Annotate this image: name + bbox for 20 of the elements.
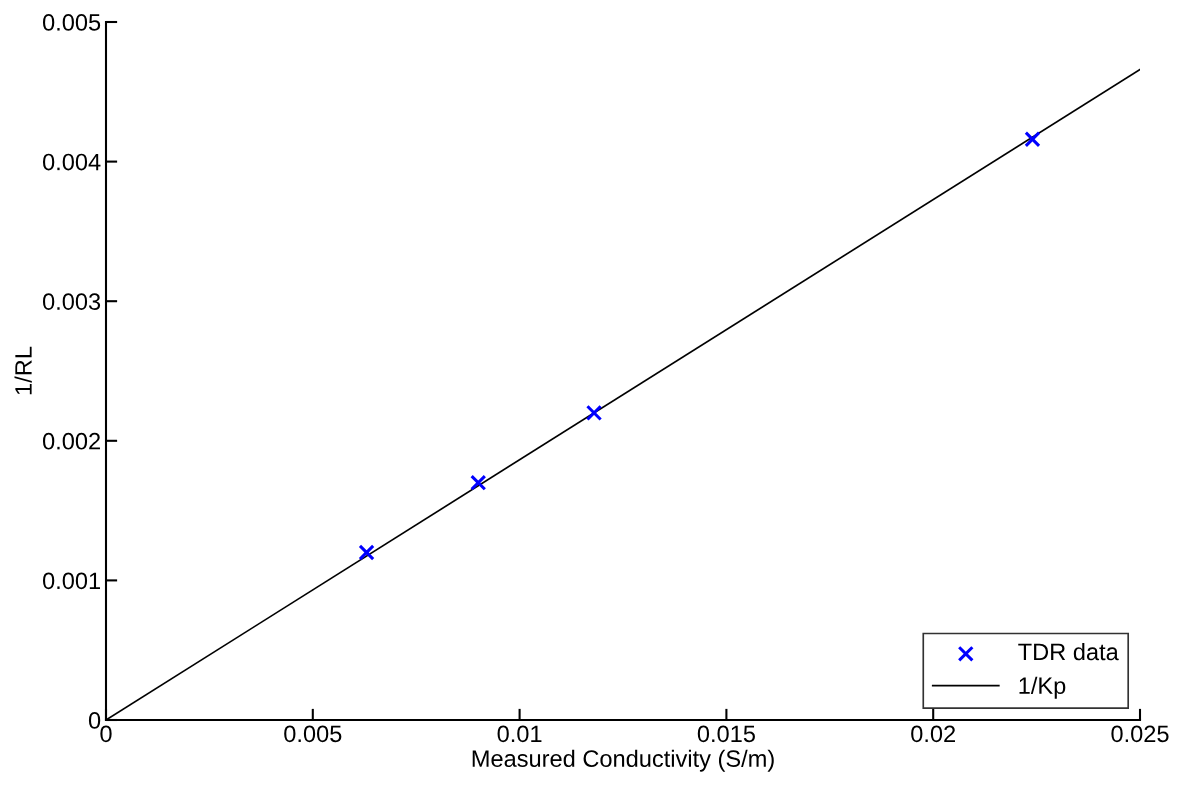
x-tick-label: 0.025 <box>1111 725 1169 743</box>
y-axis-title: 1/RL <box>14 346 32 395</box>
y-tick-label: 0.004 <box>42 153 101 171</box>
x-tick-label: 0 <box>100 725 112 743</box>
point <box>585 404 603 421</box>
x-tick-label: 0.015 <box>697 725 755 743</box>
x-axis-title: Measured Conductivity (S/m) <box>472 749 774 772</box>
point <box>358 544 375 561</box>
point <box>1024 131 1041 148</box>
y-tick-label: 0 <box>88 712 101 729</box>
y-tick-label: 0.001 <box>42 572 100 590</box>
y-tick-label: 0.005 <box>42 14 101 31</box>
legend-label: TDR data <box>1018 642 1119 661</box>
legend-label: 1/Kp <box>1019 676 1066 699</box>
x-tick-label: 0.01 <box>497 725 542 743</box>
y-tick-label: 0.002 <box>42 432 100 450</box>
x-tick-label: 0.02 <box>911 725 955 743</box>
point <box>470 474 487 491</box>
y-tick-label: 0.003 <box>42 293 101 310</box>
x-tick-label: 0.005 <box>284 725 342 743</box>
